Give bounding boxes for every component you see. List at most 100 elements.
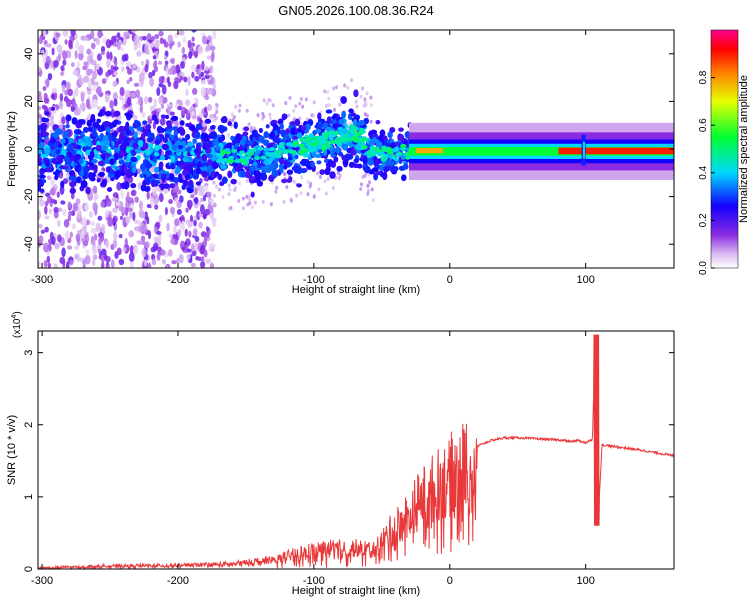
spectrogram-ridge-cell — [214, 171, 219, 176]
spectrogram-noise-cell — [229, 205, 233, 210]
spectrogram-ridge-cell — [96, 118, 102, 123]
spectrogram-ridge-cell — [169, 163, 176, 170]
spectrogram-noise-cell — [298, 101, 302, 106]
spectrogram-peak-cell — [322, 143, 329, 148]
spectrogram-noise-cell — [119, 95, 123, 101]
spectrogram-peak-cell — [323, 131, 330, 136]
spectrogram-noise-cell — [177, 228, 182, 237]
spectrogram-noise-cell — [65, 261, 70, 268]
spectrogram-ridge-cell — [296, 183, 303, 188]
spectrogram-noise-cell — [152, 55, 157, 60]
spectrogram-ridge-cell — [124, 161, 130, 167]
spectrogram-noise-cell — [92, 239, 96, 246]
spectrogram-noise-cell — [144, 241, 150, 249]
spectrogram-noise-cell — [64, 230, 70, 240]
spectrogram-noise-cell — [282, 200, 286, 205]
spectrogram-noise-cell — [288, 95, 292, 100]
spectrogram-ridge-cell — [152, 173, 159, 179]
spectrogram-noise-cell — [228, 187, 232, 192]
spectrogram-ridge-cell — [221, 115, 228, 123]
spectrogram-ridge-cell — [146, 143, 154, 148]
spectrogram-noise-cell — [262, 114, 266, 119]
spectrogram-ridge-cell — [325, 109, 333, 114]
spectrogram-noise-cell — [118, 258, 125, 266]
spectrogram-noise-cell — [163, 41, 169, 48]
spectrogram-ridge-cell — [277, 118, 284, 125]
spectrogram-noise-cell — [204, 65, 210, 71]
spectrogram-noise-cell — [162, 96, 168, 104]
spectrogram-noise-cell — [138, 200, 143, 210]
spectrogram-ridge-cell — [114, 110, 121, 117]
spectrogram-y-label: Frequency (Hz) — [6, 111, 18, 187]
spectrogram-ridge-cell — [104, 152, 110, 158]
spectrogram-noise-cell — [44, 226, 49, 233]
spectrogram-ridge-cell — [89, 150, 95, 159]
spectrogram-noise-cell — [372, 198, 376, 203]
spectrogram-noise-cell — [227, 192, 231, 197]
spectrogram-ridge-cell — [219, 181, 225, 187]
spectrogram-ridge-cell — [344, 153, 351, 161]
spectrogram-ridge-cell — [280, 129, 286, 138]
spectrogram-noise-cell — [237, 108, 241, 113]
spectrogram-noise-cell — [318, 174, 322, 179]
spectrogram-noise-cell — [76, 210, 82, 220]
spectrogram-ridge-cell — [375, 171, 382, 176]
colorbar-tick-label: 0.4 — [698, 165, 709, 179]
spectrogram-noise-cell — [62, 30, 69, 37]
spectrogram-ridge-cell — [296, 132, 303, 139]
spectrogram-noise-cell — [167, 249, 173, 257]
spectrogram-ridge-cell — [162, 137, 168, 143]
spectrogram-ridge-cell — [50, 106, 56, 111]
spectrogram-noise-cell — [72, 202, 79, 212]
spectrogram-ridge-cell — [132, 142, 139, 150]
spectrogram-noise-cell — [199, 186, 205, 196]
spectrogram-marks — [38, 30, 674, 268]
spectrogram-ridge-cell — [278, 156, 285, 165]
spectrogram-noise-cell — [46, 196, 53, 204]
spectrogram-noise-cell — [42, 243, 49, 248]
spectrogram-ridge-cell — [154, 139, 161, 145]
spectrogram-noise-cell — [359, 94, 363, 99]
spectrogram-ridge-cell — [195, 181, 202, 186]
spectrogram-noise-cell — [369, 103, 373, 108]
spectrogram-noise-cell — [210, 53, 215, 63]
spectrogram-noise-cell — [133, 44, 138, 51]
spectrogram-noise-cell — [45, 192, 51, 197]
spectrogram-noise-cell — [70, 62, 75, 68]
spectrogram-ridge-cell — [204, 118, 212, 124]
spectrogram-ridge-cell — [256, 162, 262, 169]
spectrogram-ridge-cell — [216, 145, 221, 151]
spectrogram-ridge-cell — [256, 172, 262, 177]
spectrogram-ridge-cell — [53, 171, 60, 176]
spectrogram-noise-cell — [79, 103, 84, 110]
spectrogram-ridge-cell — [53, 132, 59, 139]
spectrogram-noise-cell — [364, 102, 368, 107]
spectrogram-noise-cell — [195, 256, 200, 261]
spectrogram-peak-cell — [366, 150, 373, 155]
spectrogram-ridge-cell — [256, 174, 261, 183]
spectrogram-noise-cell — [193, 97, 198, 103]
spectrogram-ridge-cell — [174, 160, 182, 166]
spectrogram-ridge-cell — [74, 129, 79, 135]
spectrogram-noise-cell — [38, 223, 43, 229]
spectrogram-noise-cell — [150, 197, 154, 208]
spectrogram-noise-cell — [161, 84, 167, 95]
snr-plot-area — [38, 334, 674, 569]
spectrogram-noise-cell — [194, 196, 199, 205]
spectrogram-noise-cell — [174, 197, 178, 205]
spectrogram-noise-cell — [169, 206, 176, 215]
spectrogram-noise-cell — [56, 219, 61, 227]
spectrogram-ridge-cell — [114, 171, 121, 178]
spectrogram-noise-cell — [181, 246, 186, 251]
spectrogram-noise-cell — [65, 82, 70, 90]
spectrogram-ridge-cell — [125, 129, 131, 135]
spectrogram-ridge-cell — [189, 124, 195, 131]
snr-multiplier-prefix: (x10 — [12, 318, 23, 338]
spectrogram-noise-cell — [74, 86, 79, 97]
spectrogram-noise-cell — [154, 204, 159, 210]
spectrogram-noise-cell — [205, 226, 210, 232]
spectrogram-noise-cell — [268, 116, 272, 121]
spectrogram-noise-cell — [207, 79, 214, 85]
x-tick-label: 0 — [447, 274, 453, 286]
spectrogram-noise-cell — [92, 245, 98, 254]
